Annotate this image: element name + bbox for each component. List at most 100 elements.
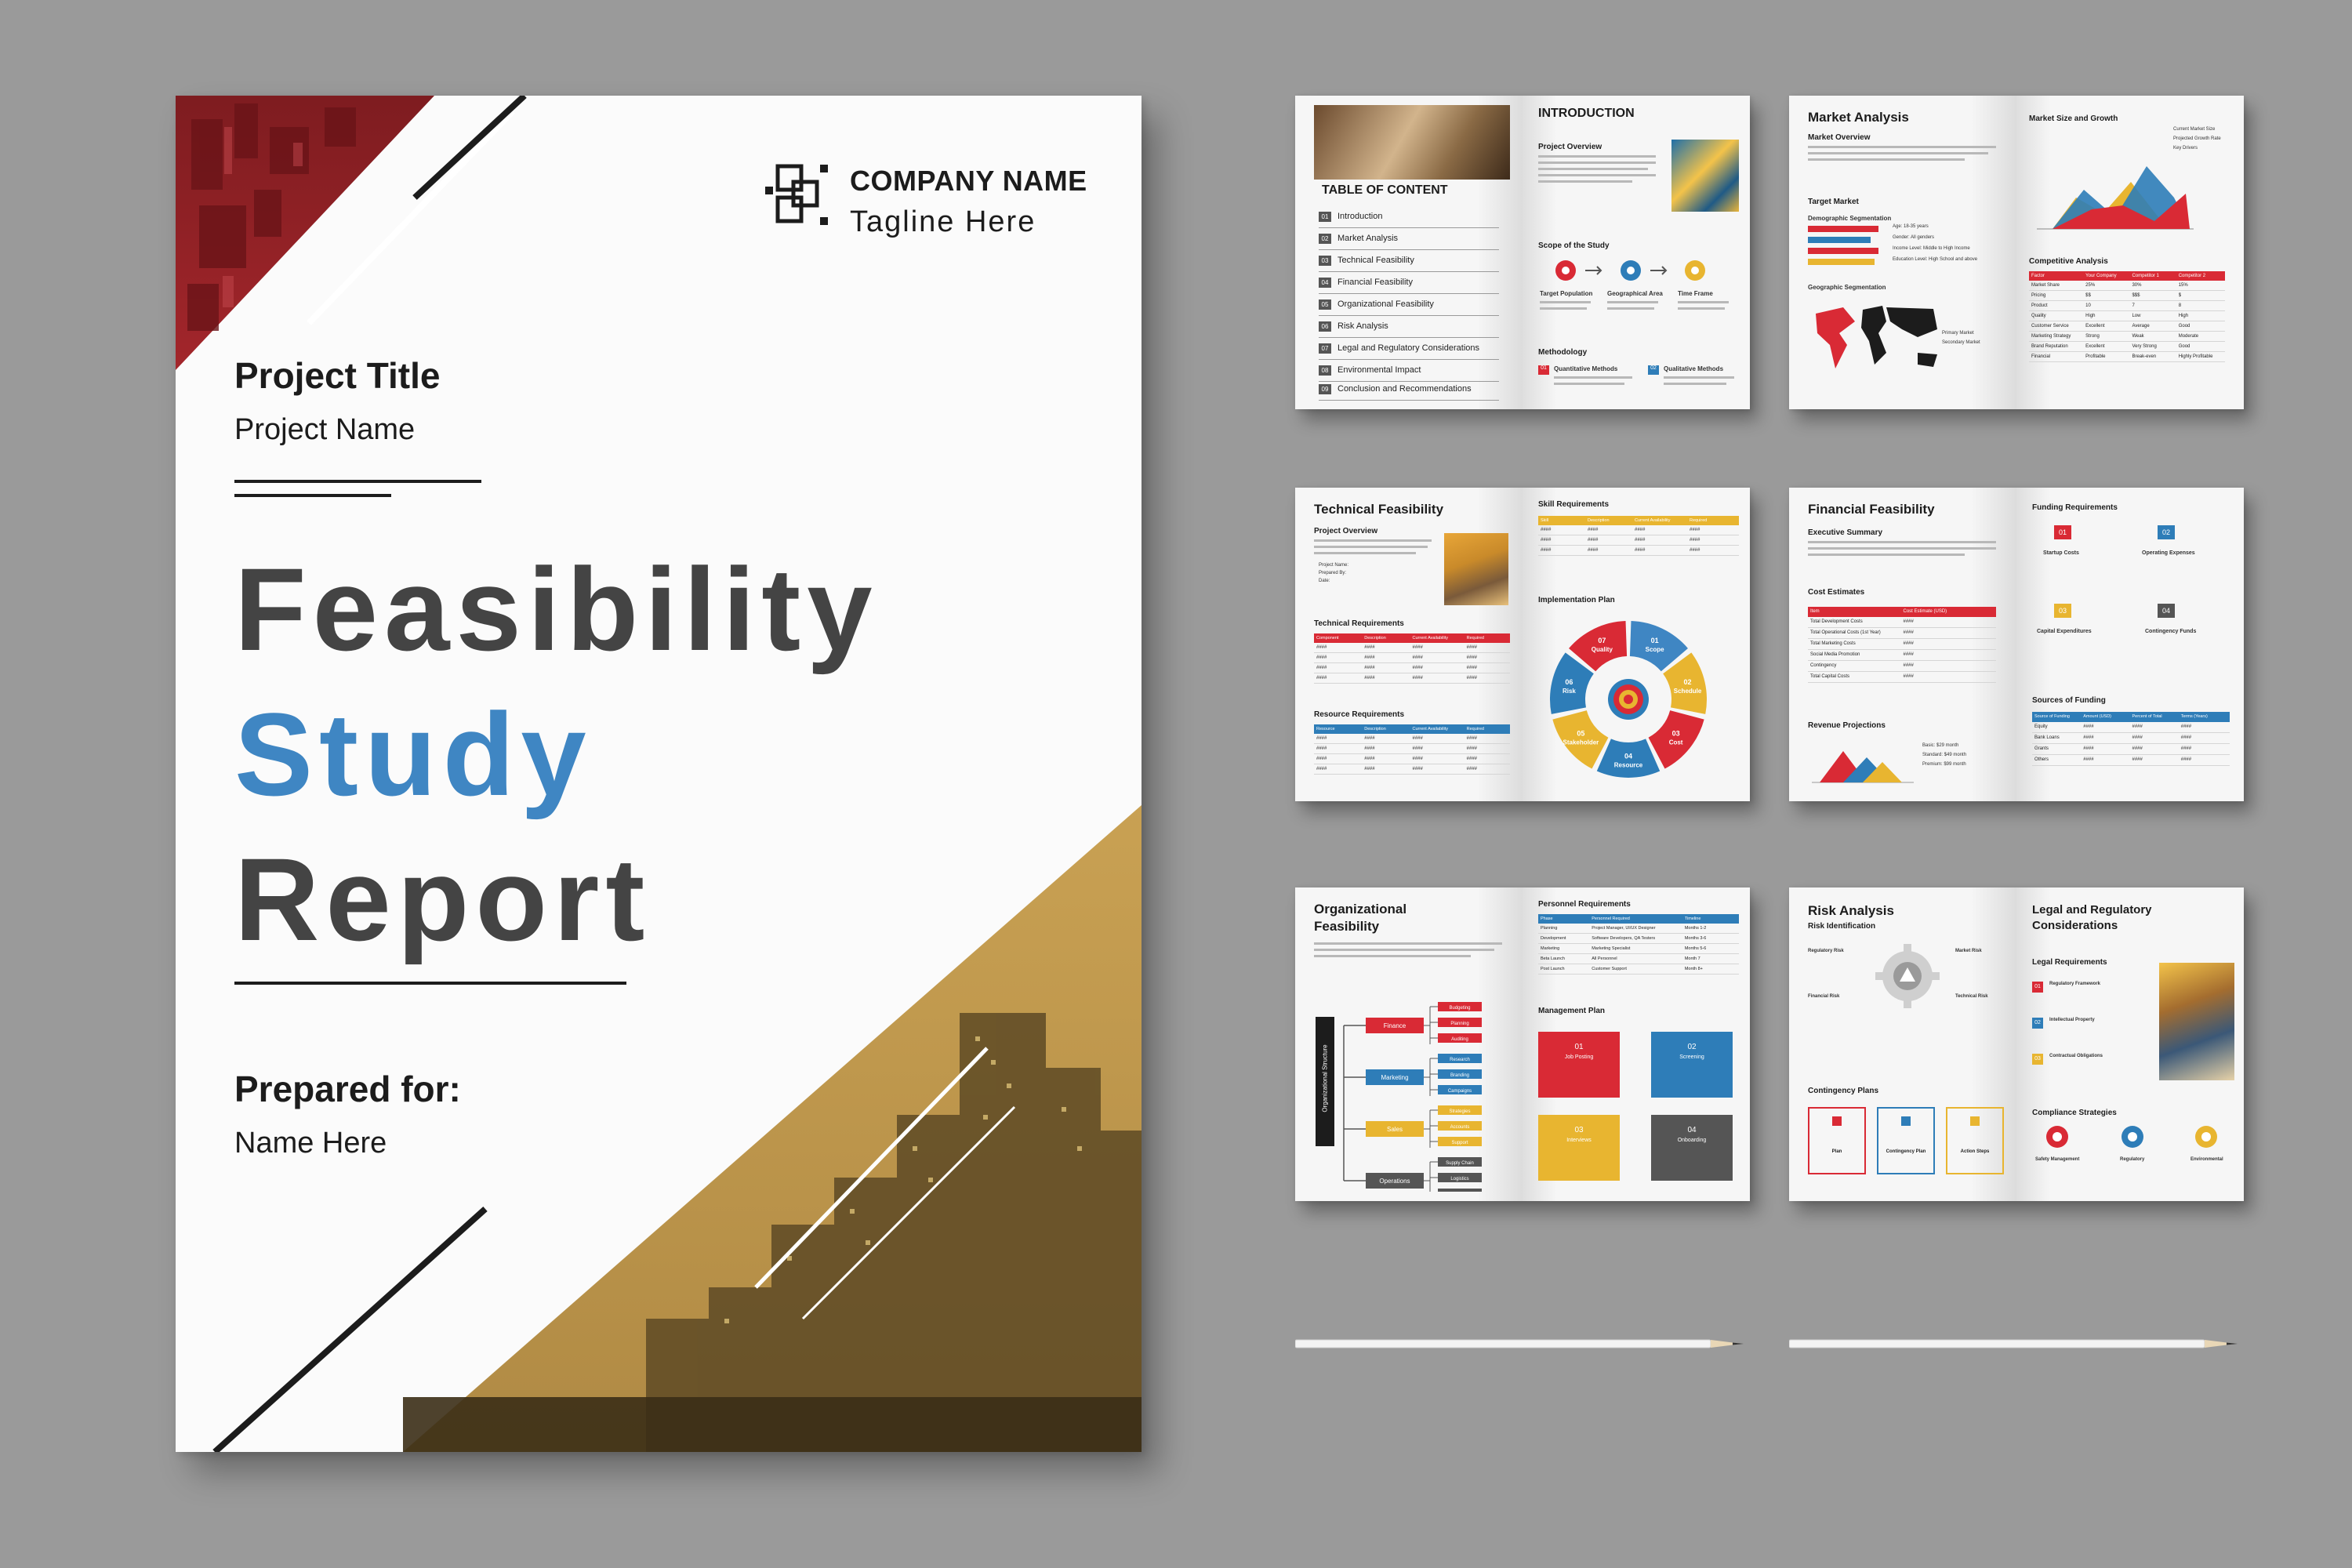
table-row: #### #### #### #### bbox=[1314, 744, 1510, 754]
plan-card: Contingency Plan bbox=[1877, 1107, 1935, 1174]
compliance-item: Regulatory bbox=[2120, 1157, 2145, 1162]
table-row: Grants #### #### #### bbox=[2032, 744, 2230, 755]
page-table-of-content: TABLE OF CONTENT 01 Introduction 02 Market… bbox=[1295, 96, 1523, 409]
org-dept-box bbox=[1366, 1069, 1424, 1085]
cycle-number: 01 bbox=[1651, 637, 1659, 644]
toc-item[interactable]: 01 Introduction bbox=[1319, 212, 1499, 228]
rev-legend-item: Premium: $99 month bbox=[1922, 762, 1966, 767]
target-market-heading: Target Market bbox=[1808, 198, 1859, 206]
cost-table: Item Cost Estimate (USD) Total Developmen… bbox=[1808, 607, 1996, 683]
risk-item: Technical Risk bbox=[1955, 994, 1988, 999]
page-personnel: Personnel Requirements Phase Personnel Re… bbox=[1523, 887, 1750, 1201]
cost-heading: Cost Estimates bbox=[1808, 588, 1865, 597]
tech-req-table: Component Description Current Availability… bbox=[1314, 633, 1510, 684]
org-sub-box bbox=[1438, 1085, 1482, 1094]
skill-req-heading: Skill Requirements bbox=[1538, 500, 1610, 509]
org-dept-label: Sales bbox=[1387, 1126, 1403, 1133]
compliance-item: Safety Management bbox=[2035, 1157, 2080, 1162]
mgmt-step: 02 Screening bbox=[1651, 1032, 1733, 1098]
org-sub-box bbox=[1438, 1069, 1482, 1079]
demo-item: Income Level: Middle to High Income bbox=[1893, 246, 1970, 251]
table-row: Marketing Strategy Strong Weak Moderate bbox=[2029, 332, 2225, 342]
spread-financial-feasibility: Financial Feasibility Executive Summary … bbox=[1789, 488, 2244, 801]
cycle-label: Resource bbox=[1614, 762, 1643, 769]
org-dept-label: Marketing bbox=[1381, 1074, 1408, 1081]
org-sub-box bbox=[1438, 1105, 1482, 1115]
risk-identification-heading: Risk Identification bbox=[1808, 922, 1876, 931]
org-sub-box bbox=[1438, 1157, 1482, 1167]
cycle-number: 04 bbox=[1624, 753, 1632, 760]
org-sub-label: Research bbox=[1450, 1058, 1470, 1062]
competitive-heading: Competitive Analysis bbox=[2029, 257, 2108, 266]
cycle-segment bbox=[1629, 621, 1688, 672]
table-row: Customer Service Excellent Average Good bbox=[2029, 321, 2225, 332]
overview-item: Date: bbox=[1319, 579, 1330, 583]
risk-item: Market Risk bbox=[1955, 949, 1982, 953]
cycle-label: Schedule bbox=[1674, 688, 1702, 695]
table-row: Planning Project Manager, UI/UX Designer M… bbox=[1538, 924, 1739, 934]
sources-heading: Sources of Funding bbox=[2032, 696, 2106, 705]
scope-item: Target Population bbox=[1540, 290, 1593, 297]
toc-item[interactable]: 06 Risk Analysis bbox=[1319, 321, 1499, 338]
org-sub-label: Auditing bbox=[1451, 1037, 1468, 1042]
table-row: Equity #### #### #### bbox=[2032, 722, 2230, 733]
demo-item: Age: 18-35 years bbox=[1893, 224, 1929, 229]
cycle-segment bbox=[1648, 710, 1704, 769]
cycle-label: Cost bbox=[1669, 739, 1683, 746]
org-dept-box bbox=[1366, 1173, 1424, 1189]
pencil-left bbox=[1295, 1339, 1744, 1348]
toc-item[interactable]: 03 Technical Feasibility bbox=[1319, 256, 1499, 272]
toc-item[interactable]: 09 Conclusion and Recommendations bbox=[1319, 384, 1499, 401]
personnel-heading: Personnel Requirements bbox=[1538, 900, 1631, 909]
toc-item[interactable]: 08 Environmental Impact bbox=[1319, 365, 1499, 382]
table-row: Development Software Developers, QA Teste… bbox=[1538, 934, 1739, 944]
table-row: #### #### #### #### bbox=[1314, 643, 1510, 653]
toc-item[interactable]: 05 Organizational Feasibility bbox=[1319, 299, 1499, 316]
compliance-icons bbox=[2046, 1126, 2217, 1148]
toc-item[interactable]: 04 Financial Feasibility bbox=[1319, 278, 1499, 294]
org-sub-box bbox=[1438, 1002, 1482, 1011]
spread-technical-feasibility: Technical Feasibility Project Overview P… bbox=[1295, 488, 1750, 801]
title-study: Study bbox=[234, 688, 593, 820]
scope-item: Time Frame bbox=[1678, 290, 1713, 297]
market-title: Market Analysis bbox=[1808, 110, 1909, 125]
page-funding: Funding Requirements 01 Startup Costs 02… bbox=[2016, 488, 2244, 801]
table-row: Others #### #### #### bbox=[2032, 755, 2230, 766]
table-row: Brand Reputation Excellent Very Strong Good bbox=[2029, 342, 2225, 352]
financial-title: Financial Feasibility bbox=[1808, 502, 1935, 517]
title-feasibility: Feasibility bbox=[234, 543, 879, 675]
divider bbox=[234, 982, 626, 985]
table-row: #### #### #### #### bbox=[1538, 546, 1739, 556]
company-tagline: Tagline Here bbox=[850, 205, 1036, 238]
risk-item: Financial Risk bbox=[1808, 994, 1840, 999]
meeting-photo bbox=[2159, 963, 2234, 1080]
spread-organizational-feasibility: Organizational Feasibility Organizationa… bbox=[1295, 887, 1750, 1201]
funding-number: 02 bbox=[2158, 525, 2175, 539]
methodology-heading: Methodology bbox=[1538, 348, 1588, 357]
org-sub-label: Branding bbox=[1450, 1073, 1469, 1078]
funding-label: Capital Expenditures bbox=[2037, 629, 2092, 634]
mgmt-plan-heading: Management Plan bbox=[1538, 1007, 1606, 1015]
funding-label: Contingency Funds bbox=[2145, 629, 2197, 634]
size-legend-item: Key Drivers bbox=[2173, 146, 2198, 151]
cycle-segment bbox=[1596, 739, 1661, 778]
org-structure-bar: Organizational Structure bbox=[1316, 1017, 1334, 1146]
cycle-label: Risk bbox=[1563, 688, 1576, 695]
funding-number: 04 bbox=[2158, 604, 2175, 618]
spread-toc-introduction: TABLE OF CONTENT 01 Introduction 02 Market… bbox=[1295, 96, 1750, 409]
legal-number: 03 bbox=[2032, 1054, 2043, 1065]
org-sub-box bbox=[1438, 1033, 1482, 1043]
method-label: Quantitative Methods bbox=[1554, 365, 1618, 372]
org-dept-box bbox=[1366, 1121, 1424, 1137]
toc-item[interactable]: 07 Legal and Regulatory Considerations bbox=[1319, 343, 1499, 360]
toc-item[interactable]: 02 Market Analysis bbox=[1319, 234, 1499, 250]
legal-number: 01 bbox=[2032, 982, 2043, 993]
skill-req-table: Skill Description Current Availability Requ… bbox=[1538, 516, 1739, 556]
scope-icons bbox=[1555, 260, 1705, 281]
org-sub-label: Support bbox=[1451, 1141, 1468, 1145]
compliance-heading: Compliance Strategies bbox=[2032, 1109, 2117, 1117]
overview-item: Project Name: bbox=[1319, 563, 1349, 568]
red-corner-image bbox=[176, 96, 434, 370]
table-row: #### #### #### #### bbox=[1314, 754, 1510, 764]
cycle-segment bbox=[1552, 710, 1609, 769]
